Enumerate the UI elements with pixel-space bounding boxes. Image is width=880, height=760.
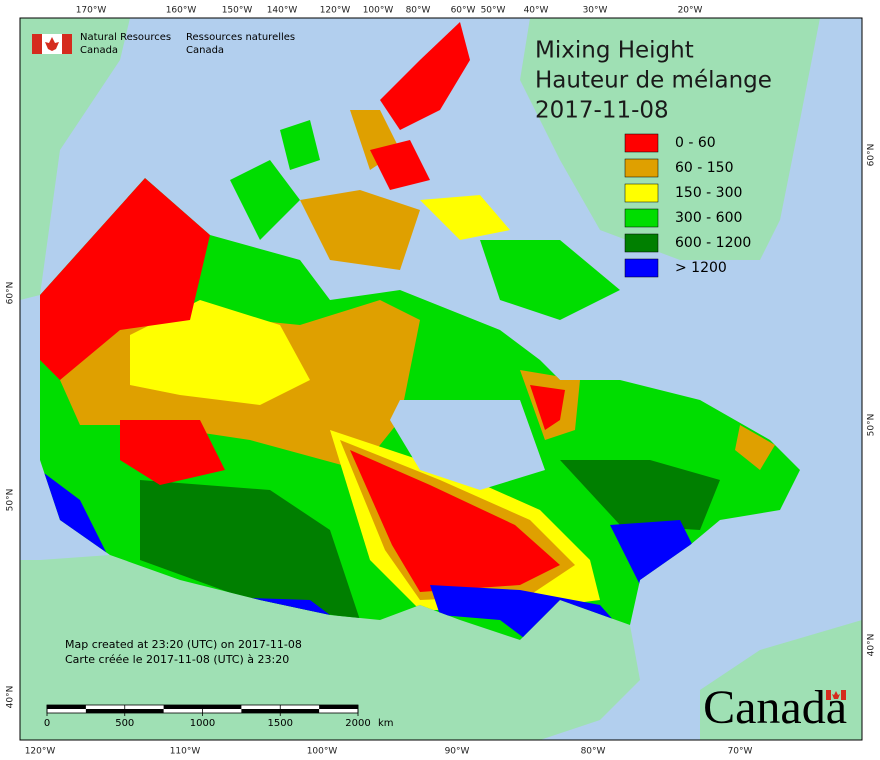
longitude-label: 140°W	[267, 6, 298, 16]
longitude-label: 110°W	[170, 747, 201, 757]
scale-segment	[47, 705, 86, 709]
title: Hauteur de mélange	[535, 68, 772, 94]
title: 2017-11-08	[535, 98, 669, 124]
longitude-label: 40°W	[524, 6, 549, 16]
header-en: Canada	[80, 45, 118, 56]
longitude-label: 160°W	[166, 6, 197, 16]
longitude-label: 80°W	[581, 747, 606, 757]
scale-label: 1000	[190, 718, 215, 729]
arctic-islands	[230, 22, 620, 320]
longitude-label: 170°W	[76, 6, 107, 16]
longitude-label: 30°W	[583, 6, 608, 16]
scale-segment	[319, 705, 358, 709]
scale-label: 2000	[345, 718, 370, 729]
scale-label: 1500	[268, 718, 293, 729]
latitude-label: 50°N	[6, 489, 16, 512]
scale-unit: km	[378, 718, 394, 729]
latitude-label: 40°N	[6, 686, 16, 709]
title: Mixing Height	[535, 38, 694, 64]
scale-segment	[202, 705, 242, 709]
longitude-label: 120°W	[320, 6, 351, 16]
scale-segment	[85, 709, 125, 713]
hudson-bay	[390, 400, 545, 490]
legend-label: 0 - 60	[675, 135, 716, 151]
legend-label: 600 - 1200	[675, 235, 751, 251]
note: Carte créée le 2017-11-08 (UTC) à 23:20	[65, 653, 289, 666]
longitude-label: 150°W	[222, 6, 253, 16]
legend-label: 300 - 600	[675, 210, 742, 226]
longitude-label: 100°W	[307, 747, 338, 757]
latitude-label: 60°N	[867, 144, 877, 167]
longitude-label: 70°W	[728, 747, 753, 757]
land-outside	[20, 18, 862, 740]
scale-label: 500	[115, 718, 134, 729]
latitude-label: 50°N	[867, 414, 877, 437]
legend-swatch	[624, 183, 659, 203]
legend-label: > 1200	[675, 260, 727, 276]
scale-segment	[124, 709, 164, 713]
legend-swatch	[624, 258, 659, 278]
legend-swatch	[624, 158, 659, 178]
longitude-label: 90°W	[445, 747, 470, 757]
longitude-label: 80°W	[406, 6, 431, 16]
scale-segment	[280, 709, 320, 713]
scale-segment	[241, 709, 281, 713]
legend-label: 150 - 300	[675, 185, 742, 201]
scale-label: 0	[44, 718, 50, 729]
note: Map created at 23:20 (UTC) on 2017-11-08	[65, 638, 302, 651]
flag	[32, 34, 72, 54]
latitude-label: 60°N	[6, 282, 16, 305]
header-en: Natural Resources	[80, 32, 171, 43]
wordmark-flag	[826, 690, 846, 700]
longitude-label: 20°W	[678, 6, 703, 16]
scale-segment	[163, 705, 203, 709]
latitude-label: 40°N	[867, 634, 877, 657]
header-fr: Canada	[186, 45, 224, 56]
legend-swatch	[624, 133, 659, 153]
longitude-label: 100°W	[363, 6, 394, 16]
map-frame	[19, 17, 863, 741]
header-fr: Ressources naturelles	[186, 32, 295, 43]
legend-label: 60 - 150	[675, 160, 734, 176]
legend-swatch	[624, 208, 659, 228]
longitude-label: 60°W	[451, 6, 476, 16]
longitude-label: 120°W	[25, 747, 56, 757]
longitude-label: 50°W	[481, 6, 506, 16]
legend-swatch	[624, 233, 659, 253]
wordmark: Canada	[703, 681, 847, 734]
